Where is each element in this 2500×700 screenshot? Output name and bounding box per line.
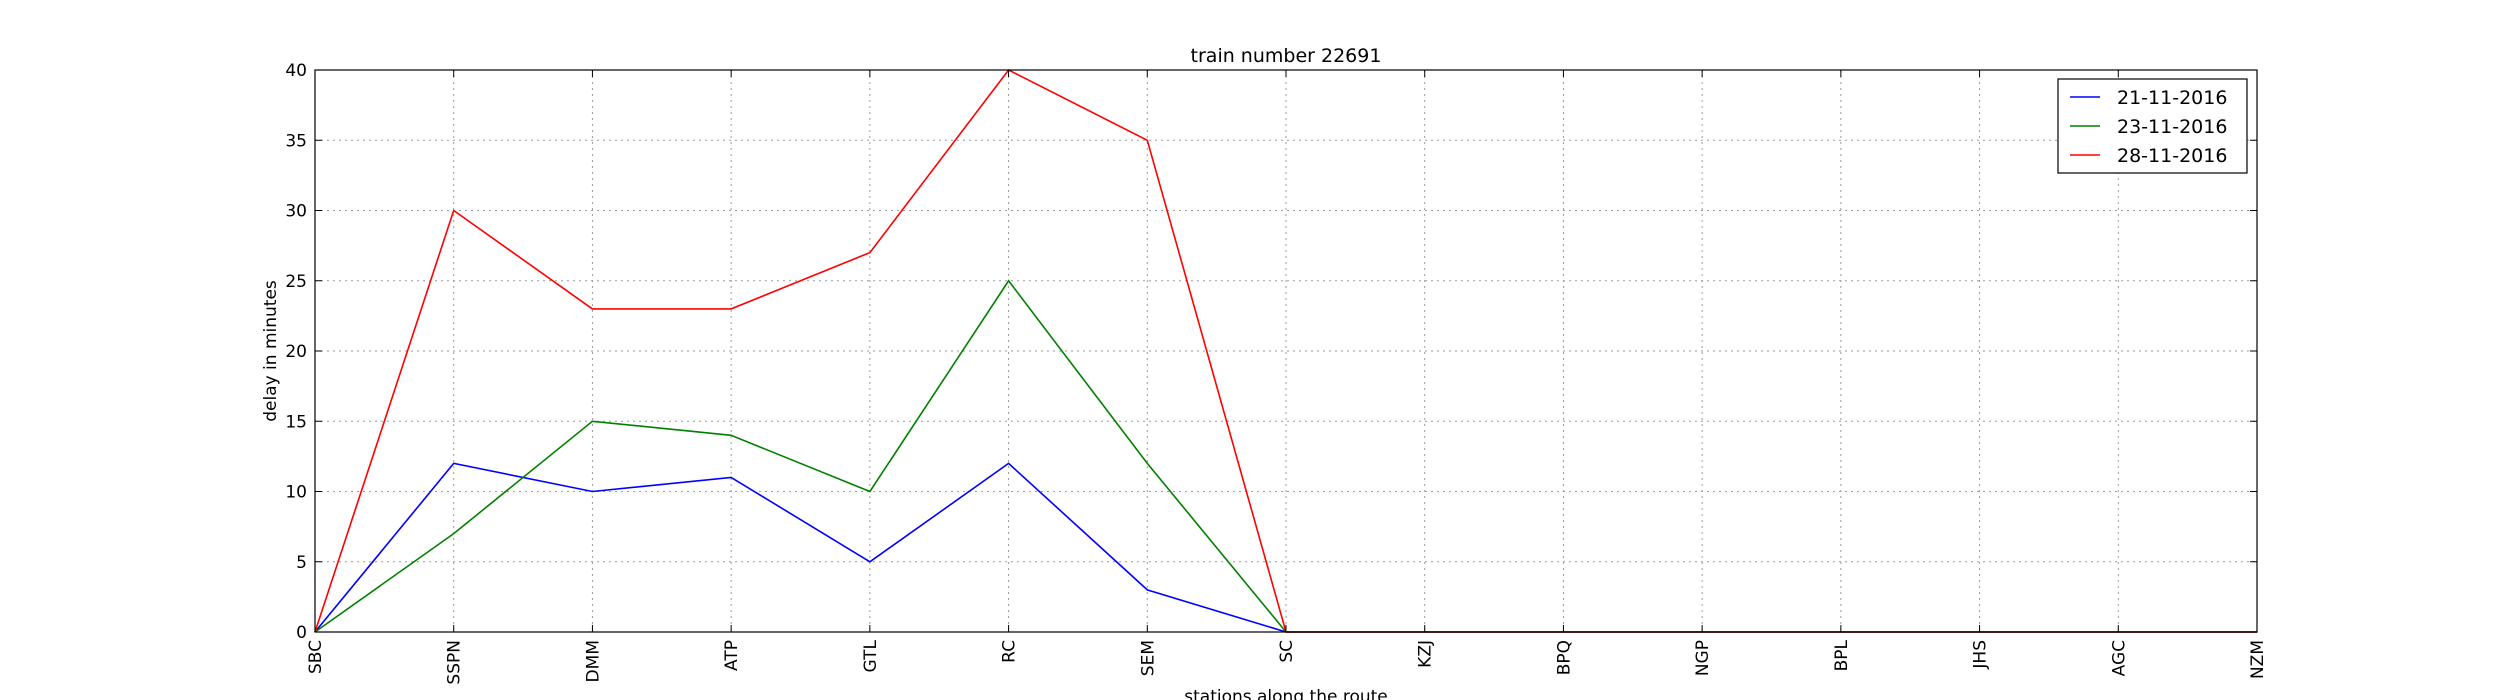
- x-tick-label: NGP: [1693, 640, 1713, 676]
- x-tick-label: AGC: [2109, 640, 2129, 676]
- chart-title: train number 22691: [1191, 45, 1382, 67]
- x-tick-label: SC: [1277, 640, 1297, 663]
- x-axis-ticks: SBC SSPN DMM ATP GTL RC SEM SC KZJ BPQ NGP BPL JHS AG…: [306, 70, 2268, 685]
- y-tick-label: 5: [296, 553, 307, 573]
- grid-lines: [314, 69, 2258, 633]
- legend-label: 21-11-2016: [2117, 87, 2227, 109]
- y-axis-ticks: 0 5 10 15 20 25 30 35 40: [285, 61, 2257, 643]
- x-tick-label: RC: [1000, 640, 1020, 663]
- x-tick-label: BPQ: [1554, 640, 1574, 675]
- x-tick-label: ATP: [722, 640, 742, 671]
- y-tick-label: 35: [285, 131, 307, 151]
- legend-label: 28-11-2016: [2117, 145, 2227, 167]
- x-tick-label: DMM: [583, 640, 603, 682]
- y-tick-label: 15: [285, 412, 307, 432]
- series-line-21-11-2016: [314, 462, 2257, 633]
- x-axis-label: stations along the route: [1184, 687, 1388, 700]
- x-tick-label: SEM: [1138, 640, 1158, 676]
- y-tick-label: 25: [285, 272, 307, 292]
- x-tick-label: BPL: [1832, 639, 1852, 671]
- x-tick-label: SBC: [306, 640, 326, 674]
- series-line-23-11-2016: [314, 279, 2257, 633]
- legend: 21-11-2016 23-11-2016 28-11-2016: [2057, 78, 2248, 174]
- y-tick-label: 20: [285, 342, 307, 362]
- legend-label: 23-11-2016: [2117, 116, 2227, 138]
- x-tick-label: KZJ: [1416, 640, 1436, 668]
- y-tick-label: 30: [285, 202, 307, 222]
- y-tick-label: 40: [285, 61, 307, 81]
- x-tick-label: SSPN: [445, 640, 465, 685]
- y-tick-label: 10: [285, 483, 307, 503]
- x-tick-label: NZM: [2248, 640, 2268, 679]
- x-tick-label: JHS: [1971, 640, 1991, 670]
- y-tick-label: 0: [296, 623, 307, 643]
- x-tick-label: GTL: [861, 639, 881, 672]
- y-axis-label: delay in minutes: [261, 280, 281, 422]
